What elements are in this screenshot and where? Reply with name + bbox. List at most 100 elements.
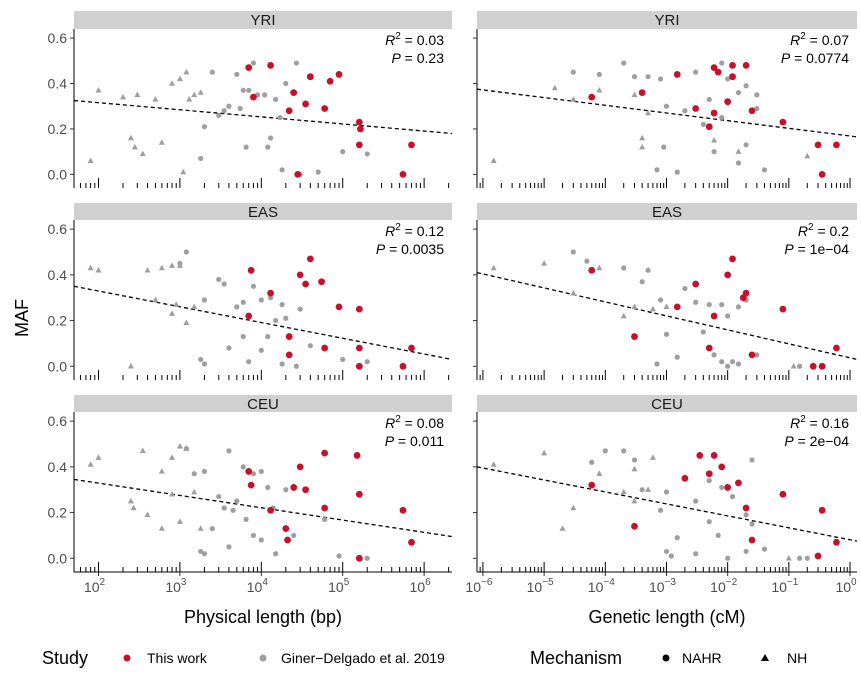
point-this-work xyxy=(742,61,750,69)
point-giner-nh xyxy=(183,68,190,75)
point-giner-nahr xyxy=(277,114,283,121)
point-giner-nahr xyxy=(216,276,222,283)
point-giner-nahr xyxy=(279,167,285,173)
point-giner-nh xyxy=(144,511,151,518)
point-giner-nahr xyxy=(267,295,274,301)
point-giner-nahr xyxy=(198,155,204,162)
point-giner-nahr xyxy=(177,260,183,267)
point-giner-nahr xyxy=(243,144,249,150)
point-giner-nahr xyxy=(216,493,222,500)
point-giner-nh xyxy=(173,301,180,307)
point-giner-nahr xyxy=(654,361,660,367)
point-giner-nahr xyxy=(761,167,768,173)
point-this-work xyxy=(318,278,325,286)
y-tick-label: 0.6 xyxy=(48,413,68,429)
point-giner-nh xyxy=(130,504,137,511)
point-giner-nahr xyxy=(725,313,731,319)
point-giner-nahr xyxy=(322,516,328,523)
point-giner-nh xyxy=(490,461,497,467)
r-symbol: R xyxy=(385,32,395,48)
point-giner-nh xyxy=(191,488,198,495)
r-squared-annotation: R2 = 0.08 xyxy=(385,414,444,431)
legend: Study This work Giner−Delgado et al. 201… xyxy=(42,648,807,668)
point-giner-nahr xyxy=(201,468,208,475)
point-giner-nahr xyxy=(719,301,725,308)
point-this-work xyxy=(306,255,314,263)
point-giner-nahr xyxy=(183,249,189,255)
point-giner-nh xyxy=(169,310,176,316)
point-giner-nh xyxy=(596,470,603,476)
point-giner-nh xyxy=(169,454,176,460)
x-tick-base: 10 xyxy=(588,579,604,595)
point-giner-nahr xyxy=(216,112,222,118)
point-giner-nahr xyxy=(700,121,706,127)
r-symbol: R xyxy=(385,415,395,431)
point-this-work xyxy=(673,71,681,78)
point-this-work xyxy=(748,351,756,359)
point-giner-nh xyxy=(183,319,190,326)
point-giner-nh xyxy=(169,262,176,268)
point-giner-nahr xyxy=(246,87,252,93)
x-tick-exponent: 0 xyxy=(851,577,857,588)
point-giner-nahr xyxy=(226,448,232,454)
y-tick-label: 0.4 xyxy=(48,459,68,475)
point-giner-nahr xyxy=(754,105,760,112)
x-tick-base: 10 xyxy=(835,579,851,595)
point-giner-nahr xyxy=(246,359,252,365)
point-this-work xyxy=(250,93,257,101)
point-giner-nahr xyxy=(700,329,706,335)
point-giner-nahr xyxy=(273,317,279,324)
point-giner-nahr xyxy=(258,347,264,353)
point-giner-nahr xyxy=(645,267,651,273)
point-giner-nahr xyxy=(657,297,664,303)
point-this-work xyxy=(724,98,732,106)
regression-line xyxy=(476,466,858,542)
x-tick-exponent: 2 xyxy=(100,577,106,588)
p-symbol: P xyxy=(391,50,401,66)
point-giner-nahr xyxy=(674,535,680,541)
point-giner-nh xyxy=(663,303,670,310)
point-giner-nahr xyxy=(364,151,370,157)
p-equals: = xyxy=(401,50,417,66)
point-giner-nh xyxy=(127,497,134,504)
point-this-work xyxy=(355,362,363,370)
point-giner-nh xyxy=(120,93,127,100)
point-giner-nahr xyxy=(258,297,264,303)
x-tick-exponent: −6 xyxy=(481,577,493,588)
r-squared-value: 0.03 xyxy=(417,32,444,48)
point-this-work xyxy=(353,452,361,459)
point-giner-nh xyxy=(131,143,138,150)
point-this-work xyxy=(267,506,274,514)
legend-this-work-label: This work xyxy=(147,650,208,666)
point-giner-nahr xyxy=(706,477,712,484)
point-giner-nahr xyxy=(250,471,257,477)
r-squared-value: 0.2 xyxy=(830,223,850,239)
point-this-work xyxy=(321,105,329,112)
point-giner-nahr xyxy=(570,249,576,255)
point-giner-nahr xyxy=(250,283,257,289)
point-this-work xyxy=(729,61,736,69)
point-giner-nh xyxy=(95,266,102,273)
point-giner-nahr xyxy=(364,359,370,365)
point-giner-nahr xyxy=(237,105,243,112)
point-giner-nahr xyxy=(191,471,197,477)
x-tick-base: 10 xyxy=(247,579,263,595)
point-giner-nahr xyxy=(291,532,297,539)
point-this-work xyxy=(735,479,742,487)
panel-yri-genetic: YRI R2 = 0.07 P = 0.0774 xyxy=(473,11,858,188)
p-equals: = xyxy=(790,50,806,66)
point-giner-nh xyxy=(169,80,176,86)
point-giner-nahr xyxy=(749,457,755,463)
point-giner-nahr xyxy=(693,551,699,557)
y-tick-label: 0.6 xyxy=(48,221,68,237)
point-this-work xyxy=(833,344,840,352)
point-giner-nahr xyxy=(240,333,246,340)
p-equals: = xyxy=(394,433,410,449)
point-giner-nahr xyxy=(743,548,749,555)
point-giner-nahr xyxy=(273,96,279,103)
r-symbol: R xyxy=(790,32,800,48)
point-giner-nahr xyxy=(654,167,660,173)
point-giner-nh xyxy=(711,137,718,143)
point-giner-nahr xyxy=(743,512,749,518)
